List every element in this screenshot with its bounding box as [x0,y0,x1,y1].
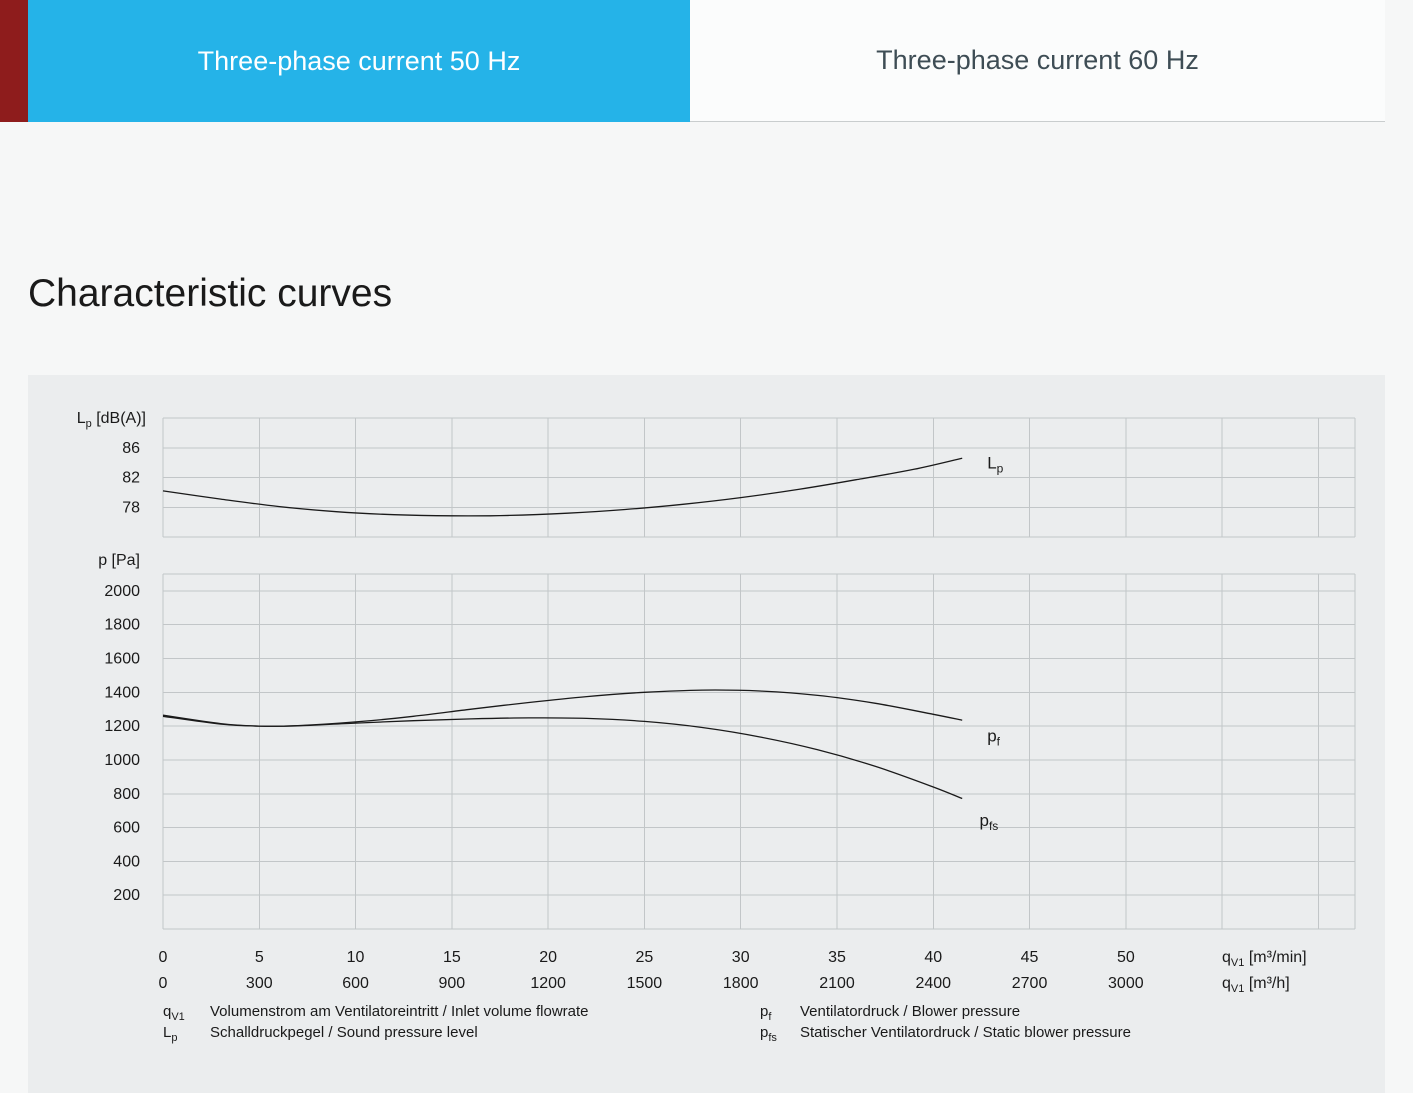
left-edge-accent [0,0,28,122]
x-tick-label: 5 [255,949,264,966]
legend-symbol-pfs: pfs [760,1023,777,1044]
legend-text-lp: Schalldruckpegel / Sound pressure level [210,1023,478,1041]
curve-pf [162,689,963,727]
tab-three-phase-50hz[interactable]: Three-phase current 50 Hz [28,0,690,122]
x-tick-label: 900 [439,975,466,992]
x-tick-label: 2400 [915,975,951,992]
curve-label: pfs [979,811,998,833]
y-tick-label: 400 [113,853,140,870]
x-axis-unit: qV1 [m³/min] [1222,949,1307,969]
x-axis-unit: qV1 [m³/h] [1222,975,1290,995]
x-tick-label: 1200 [530,975,566,992]
page-title: Characteristic curves [28,272,393,315]
tab-bar-spacer [1385,0,1413,122]
curve-lp [162,457,963,517]
x-tick-label: 0 [159,949,168,966]
legend-text-pfs: Statischer Ventilatordruck / Static blow… [800,1023,1131,1041]
x-tick-label: 3000 [1108,975,1144,992]
legend-symbol-sub: p [171,1031,178,1044]
x-tick-label: 2100 [819,975,855,992]
legend-symbol-qv1: qV1 [163,1002,185,1023]
y-tick-label: 86 [122,440,140,457]
x-tick-label: 600 [342,975,369,992]
characteristic-curves-panel: 78 82 86 Lp [dB(A)] Lp 200 400 600 800 1000 1200 14… [28,374,1385,1093]
legend-symbol-sub: f [768,1010,772,1023]
x-tick-label: 1500 [627,975,663,992]
y-tick-label: 2000 [104,583,140,600]
curve-label: pf [987,726,1000,748]
x-tick-label: 40 [924,949,942,966]
legend-symbol-sub: V1 [171,1010,185,1023]
x-tick-label: 50 [1117,949,1135,966]
legend-symbol-lp: Lp [163,1023,178,1044]
x-tick-label: 300 [246,975,273,992]
y-tick-label: 1600 [104,650,140,667]
y-tick-label: 1400 [104,684,140,701]
y-tick-label: 1800 [104,617,140,634]
y-tick-label: 200 [113,887,140,904]
y-tick-label: 82 [122,469,140,486]
y-axis-title: p [Pa] [98,552,140,569]
y-tick-label: 600 [113,819,140,836]
x-tick-label: 20 [539,949,557,966]
legend-text-pf: Ventilatordruck / Blower pressure [800,1002,1021,1020]
x-tick-label: 30 [732,949,750,966]
x-tick-label: 2700 [1012,975,1048,992]
x-tick-label: 10 [347,949,365,966]
y-tick-label: 1000 [104,752,140,769]
curve-label: Lp [987,453,1003,475]
y-tick-label: 78 [122,499,140,516]
tab-three-phase-60hz[interactable]: Three-phase current 60 Hz [690,0,1385,122]
legend-text-qv1: Volumenstrom am Ventilatoreintritt / Inl… [210,1002,589,1020]
y-axis-title: Lp [dB(A)] [77,410,146,430]
x-tick-label: 1800 [723,975,759,992]
x-tick-label: 45 [1021,949,1039,966]
chart-legend: qV1 Volumenstrom am Ventilatoreintritt /… [163,1001,1385,1044]
x-tick-label: 15 [443,949,461,966]
curve-pfs [162,715,963,799]
x-tick-label: 25 [636,949,654,966]
tab-bar: Three-phase current 50 Hz Three-phase cu… [0,0,1413,122]
x-tick-label: 0 [159,975,168,992]
legend-symbol-sub: fs [768,1031,777,1044]
x-tick-label: 35 [828,949,846,966]
legend-symbol-pf: pf [760,1002,772,1023]
y-tick-label: 1200 [104,718,140,735]
y-tick-label: 800 [113,786,140,803]
